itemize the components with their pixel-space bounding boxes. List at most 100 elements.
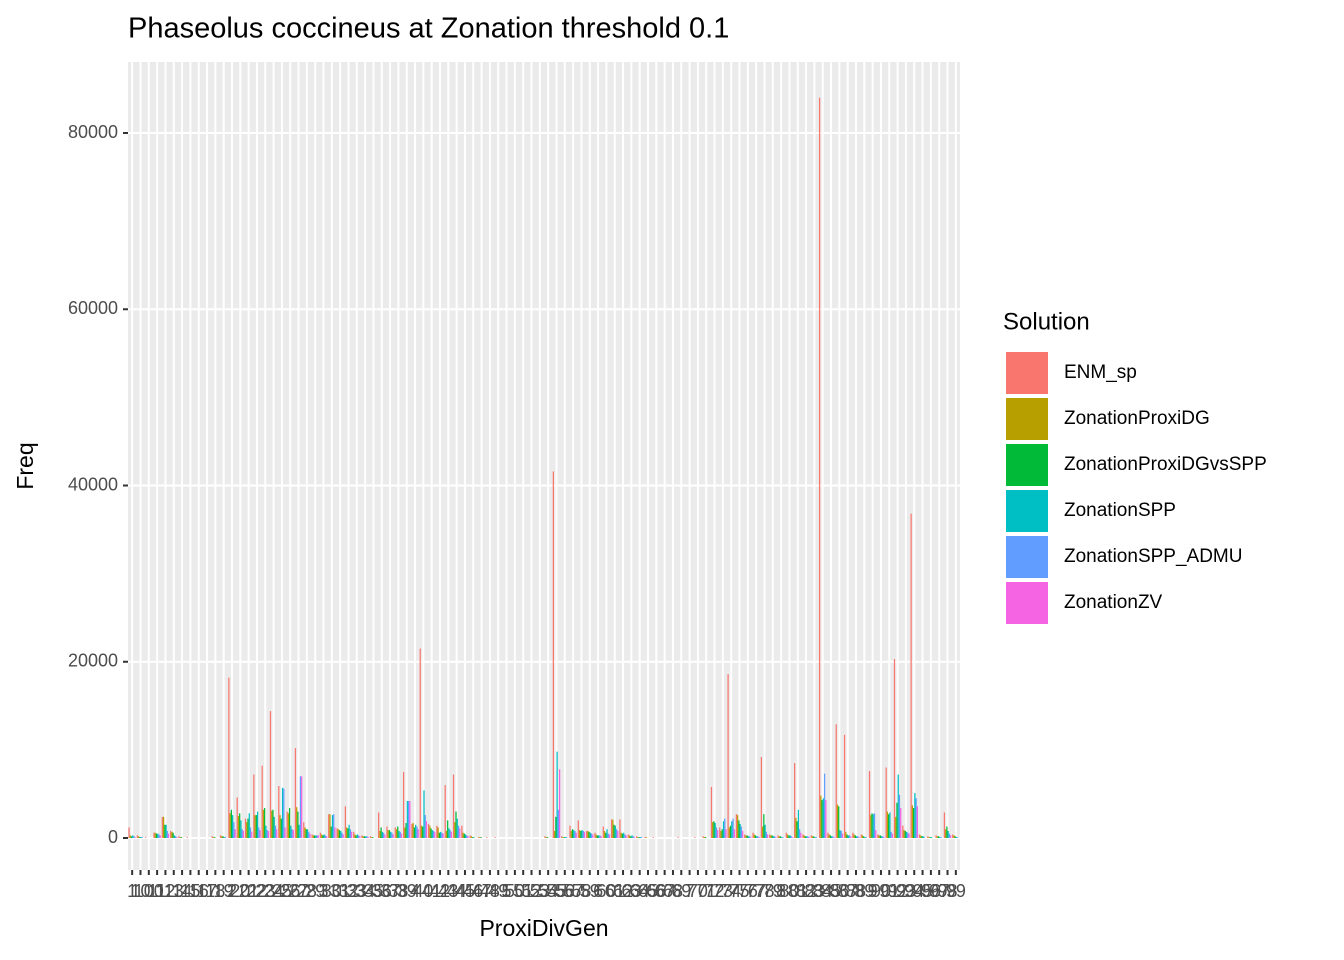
- bar: [459, 828, 461, 839]
- bar: [703, 837, 705, 839]
- bar: [448, 828, 450, 839]
- bar: [342, 834, 344, 839]
- bar: [863, 836, 865, 839]
- bar: [326, 836, 328, 839]
- panel: [128, 62, 960, 870]
- bar: [392, 834, 394, 839]
- bar: [440, 831, 442, 839]
- bar: [141, 837, 143, 839]
- bar: [390, 831, 392, 839]
- bar: [438, 832, 440, 839]
- bar: [288, 808, 291, 839]
- bar: [306, 829, 309, 839]
- x-tick-label: 20: [230, 881, 250, 901]
- bar: [353, 831, 355, 839]
- bar: [281, 787, 284, 839]
- bar: [722, 821, 725, 839]
- bar: [599, 835, 601, 839]
- bar: [286, 811, 288, 839]
- bar: [272, 809, 274, 839]
- bar: [598, 835, 600, 839]
- bar: [456, 818, 458, 839]
- bar: [161, 816, 163, 839]
- bar: [447, 820, 449, 839]
- bar: [617, 830, 619, 839]
- x-tick-label: 37: [380, 881, 400, 901]
- bar: [336, 828, 338, 839]
- bar: [234, 829, 236, 839]
- bar: [911, 805, 913, 839]
- bar: [823, 773, 826, 839]
- bar: [580, 830, 582, 839]
- bar: [628, 835, 631, 839]
- bar: [952, 834, 954, 839]
- x-tick-label: 2: [227, 881, 237, 901]
- bar: [890, 831, 892, 839]
- bar: [240, 820, 242, 839]
- bar: [278, 786, 280, 839]
- bar: [137, 836, 140, 839]
- bar: [311, 834, 313, 839]
- bar: [939, 837, 941, 839]
- bar: [297, 811, 299, 839]
- bar: [630, 836, 632, 839]
- x-tick-label: 87: [838, 881, 858, 901]
- bar: [639, 837, 641, 839]
- bar: [164, 824, 166, 839]
- bar: [854, 835, 856, 839]
- bar: [329, 814, 331, 839]
- bar: [813, 836, 815, 839]
- bar: [370, 837, 373, 839]
- bar: [725, 829, 727, 839]
- x-tick-label: 49: [488, 881, 508, 901]
- bar: [735, 814, 738, 839]
- bar: [912, 808, 915, 839]
- bar: [436, 825, 438, 839]
- bar: [761, 826, 764, 839]
- bar: [452, 774, 455, 839]
- bar: [445, 830, 448, 839]
- x-tick-label: 56: [555, 881, 575, 901]
- bar: [910, 513, 912, 839]
- bar: [230, 809, 232, 839]
- x-tick-label: 67: [655, 881, 675, 901]
- bar: [555, 816, 557, 839]
- bar: [721, 829, 723, 839]
- x-tick-label: 68: [663, 881, 683, 901]
- bar: [633, 837, 636, 839]
- bar: [132, 835, 134, 839]
- bar: [786, 834, 789, 839]
- bar: [292, 830, 294, 839]
- bar: [778, 836, 780, 839]
- bar: [592, 834, 594, 839]
- bar: [802, 834, 804, 839]
- bar: [770, 835, 772, 839]
- bar: [244, 818, 247, 839]
- bar: [449, 830, 451, 839]
- bar: [922, 836, 924, 839]
- bar: [878, 835, 880, 839]
- bar: [749, 836, 751, 839]
- bar: [624, 834, 626, 839]
- bar: [637, 837, 639, 839]
- bar: [557, 809, 559, 839]
- x-tick-label: 12: [155, 881, 175, 901]
- bar: [848, 835, 851, 839]
- x-tick-label: 79: [763, 881, 783, 901]
- bar: [180, 837, 183, 839]
- bar: [814, 837, 816, 839]
- x-tick-label: 54: [538, 881, 558, 901]
- bar: [746, 835, 748, 839]
- bar: [804, 836, 807, 839]
- bar: [464, 834, 467, 839]
- bar: [254, 815, 256, 839]
- bar: [907, 832, 909, 839]
- bar: [219, 835, 222, 839]
- bar: [222, 836, 224, 839]
- bar: [461, 825, 463, 839]
- bar: [872, 814, 874, 839]
- bar: [935, 835, 937, 839]
- bar: [386, 826, 388, 839]
- bar: [429, 825, 431, 839]
- bar: [694, 837, 696, 839]
